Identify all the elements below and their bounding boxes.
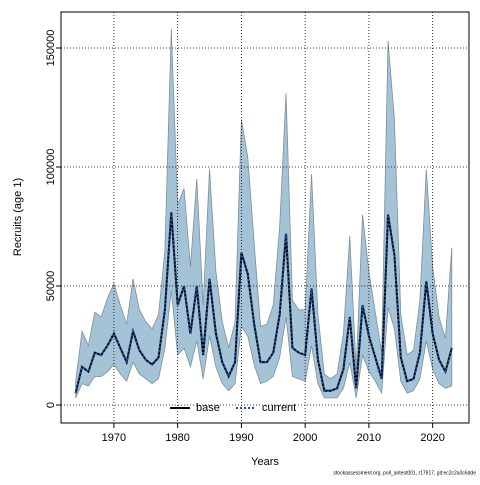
plot-frame bbox=[60, 11, 470, 424]
footnote: stockassessment.org, poll_antest001, r17… bbox=[333, 470, 476, 476]
y-tick-label: 150000 bbox=[45, 30, 57, 67]
line-1 bbox=[74, 212, 453, 394]
y-tick-label: 0 bbox=[45, 402, 57, 408]
x-axis-label: Years bbox=[251, 456, 279, 468]
x-tick-label: 1970 bbox=[102, 432, 126, 444]
x-tick-label: 1990 bbox=[229, 432, 253, 444]
confidence-band bbox=[75, 28, 453, 399]
y-axis-label: Recruits (age 1) bbox=[12, 178, 24, 256]
legend-label: base bbox=[196, 402, 220, 414]
x-tick-label: 2000 bbox=[293, 432, 317, 444]
y-tick-label: 100000 bbox=[45, 149, 57, 186]
x-tick-label: 2020 bbox=[420, 432, 444, 444]
legend-label: current bbox=[262, 402, 296, 414]
x-tick-label: 2010 bbox=[357, 432, 381, 444]
x-tick-label: 1980 bbox=[165, 432, 189, 444]
y-tick-label: 50000 bbox=[45, 271, 57, 302]
